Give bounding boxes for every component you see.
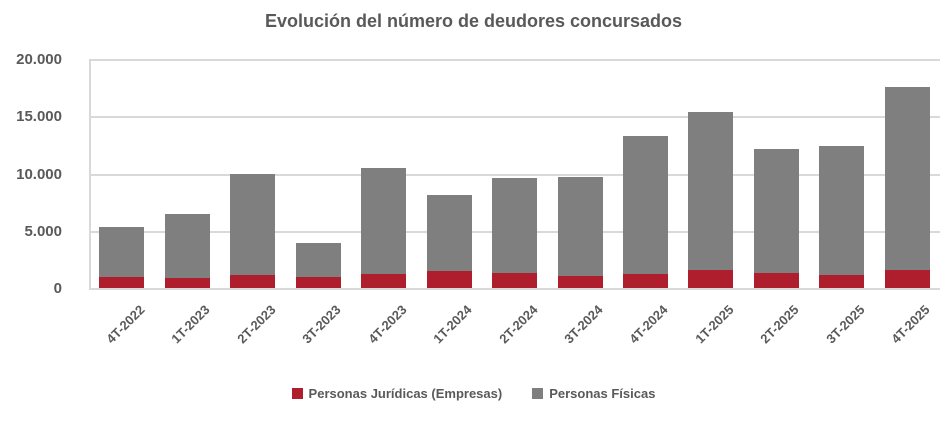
y-axis-tick-label: 0 — [53, 280, 62, 297]
bar-segment-fisicas — [295, 243, 341, 277]
stacked-bar-4T-2025 — [884, 60, 930, 289]
stacked-bar-1T-2024 — [426, 60, 472, 289]
y-axis: 20.000 15.000 10.000 5.000 0 — [0, 51, 62, 297]
bar-segment-fisicas — [492, 177, 538, 273]
stacked-bar-2T-2025 — [753, 60, 799, 289]
bar-segment-juridicas — [884, 270, 930, 289]
stacked-bar-4T-2022 — [99, 60, 145, 289]
bar-segment-juridicas — [819, 275, 865, 289]
bar-segment-fisicas — [426, 195, 472, 272]
stacked-bar-4T-2024 — [622, 60, 668, 289]
x-axis-labels: 4T-2022 1T-2023 2T-2023 3T-2023 4T-2023 1T-20… — [89, 292, 940, 378]
gridline — [89, 173, 940, 176]
chart-title: Evolución del número de deudores concurs… — [264, 11, 683, 31]
legend-label-fisicas: Personas Físicas — [549, 386, 656, 401]
y-axis-line — [89, 60, 91, 289]
plot-area — [89, 59, 940, 290]
bar-slot — [285, 60, 350, 289]
bar-segment-fisicas — [819, 145, 865, 276]
stacked-bar-1T-2023 — [164, 60, 210, 289]
bar-segment-juridicas — [295, 276, 341, 289]
bar-slot — [482, 60, 547, 289]
bar-slot — [613, 60, 678, 289]
legend-label-juridicas: Personas Jurídicas (Empresas) — [308, 386, 503, 401]
bar-segment-juridicas — [230, 274, 276, 289]
bar-segment-juridicas — [622, 274, 668, 289]
y-axis-tick-label: 5.000 — [24, 222, 62, 240]
legend: Personas Jurídicas (Empresas) Personas F… — [0, 386, 947, 401]
stacked-bar-2T-2023 — [230, 60, 276, 289]
bar-segment-juridicas — [492, 272, 538, 289]
bar-slot — [744, 60, 809, 289]
legend-swatch-juridicas-icon — [291, 388, 303, 399]
bar-segment-juridicas — [99, 276, 145, 289]
bar-segment-fisicas — [622, 136, 668, 275]
bar-segment-juridicas — [426, 271, 472, 289]
bar-segment-juridicas — [164, 278, 210, 289]
bar-slot — [351, 60, 416, 289]
bar-segment-juridicas — [361, 273, 407, 289]
stacked-bar-2T-2024 — [492, 60, 538, 289]
gridline — [89, 59, 940, 61]
stacked-bar-1T-2025 — [688, 60, 734, 289]
bar-segment-fisicas — [557, 176, 603, 276]
y-axis-tick-label: 10.000 — [16, 165, 62, 183]
legend-item-fisicas: Personas Físicas — [532, 386, 655, 401]
bar-slot — [547, 60, 612, 289]
bar-segment-juridicas — [557, 275, 603, 289]
bar-slot — [809, 60, 874, 289]
bar-segment-juridicas — [688, 270, 734, 289]
bar-segment-fisicas — [99, 226, 145, 277]
bar-slot — [154, 60, 219, 289]
y-axis-tick-label: 15.000 — [16, 108, 62, 126]
bar-segment-juridicas — [753, 272, 799, 289]
stacked-bar-3T-2024 — [557, 60, 603, 289]
bar-slot — [416, 60, 481, 289]
bar-slot — [678, 60, 743, 289]
bar-segment-fisicas — [361, 168, 407, 274]
bar-segment-fisicas — [688, 112, 734, 271]
bar-segment-fisicas — [753, 148, 799, 273]
bar-slot — [220, 60, 285, 289]
stacked-bar-3T-2025 — [819, 60, 865, 289]
stacked-bar-4T-2023 — [361, 60, 407, 289]
x-axis-line — [89, 288, 940, 290]
bar-slot — [875, 60, 940, 289]
legend-item-juridicas: Personas Jurídicas (Empresas) — [291, 386, 503, 401]
bar-slot — [89, 60, 154, 289]
stacked-bar-3T-2023 — [295, 60, 341, 289]
y-axis-tick-label: 20.000 — [16, 51, 62, 68]
bar-segment-fisicas — [230, 173, 276, 275]
bar-segment-fisicas — [164, 214, 210, 279]
bar-series — [89, 60, 940, 289]
legend-swatch-fisicas-icon — [532, 388, 544, 399]
gridline — [89, 116, 940, 119]
bar-segment-fisicas — [884, 87, 930, 271]
